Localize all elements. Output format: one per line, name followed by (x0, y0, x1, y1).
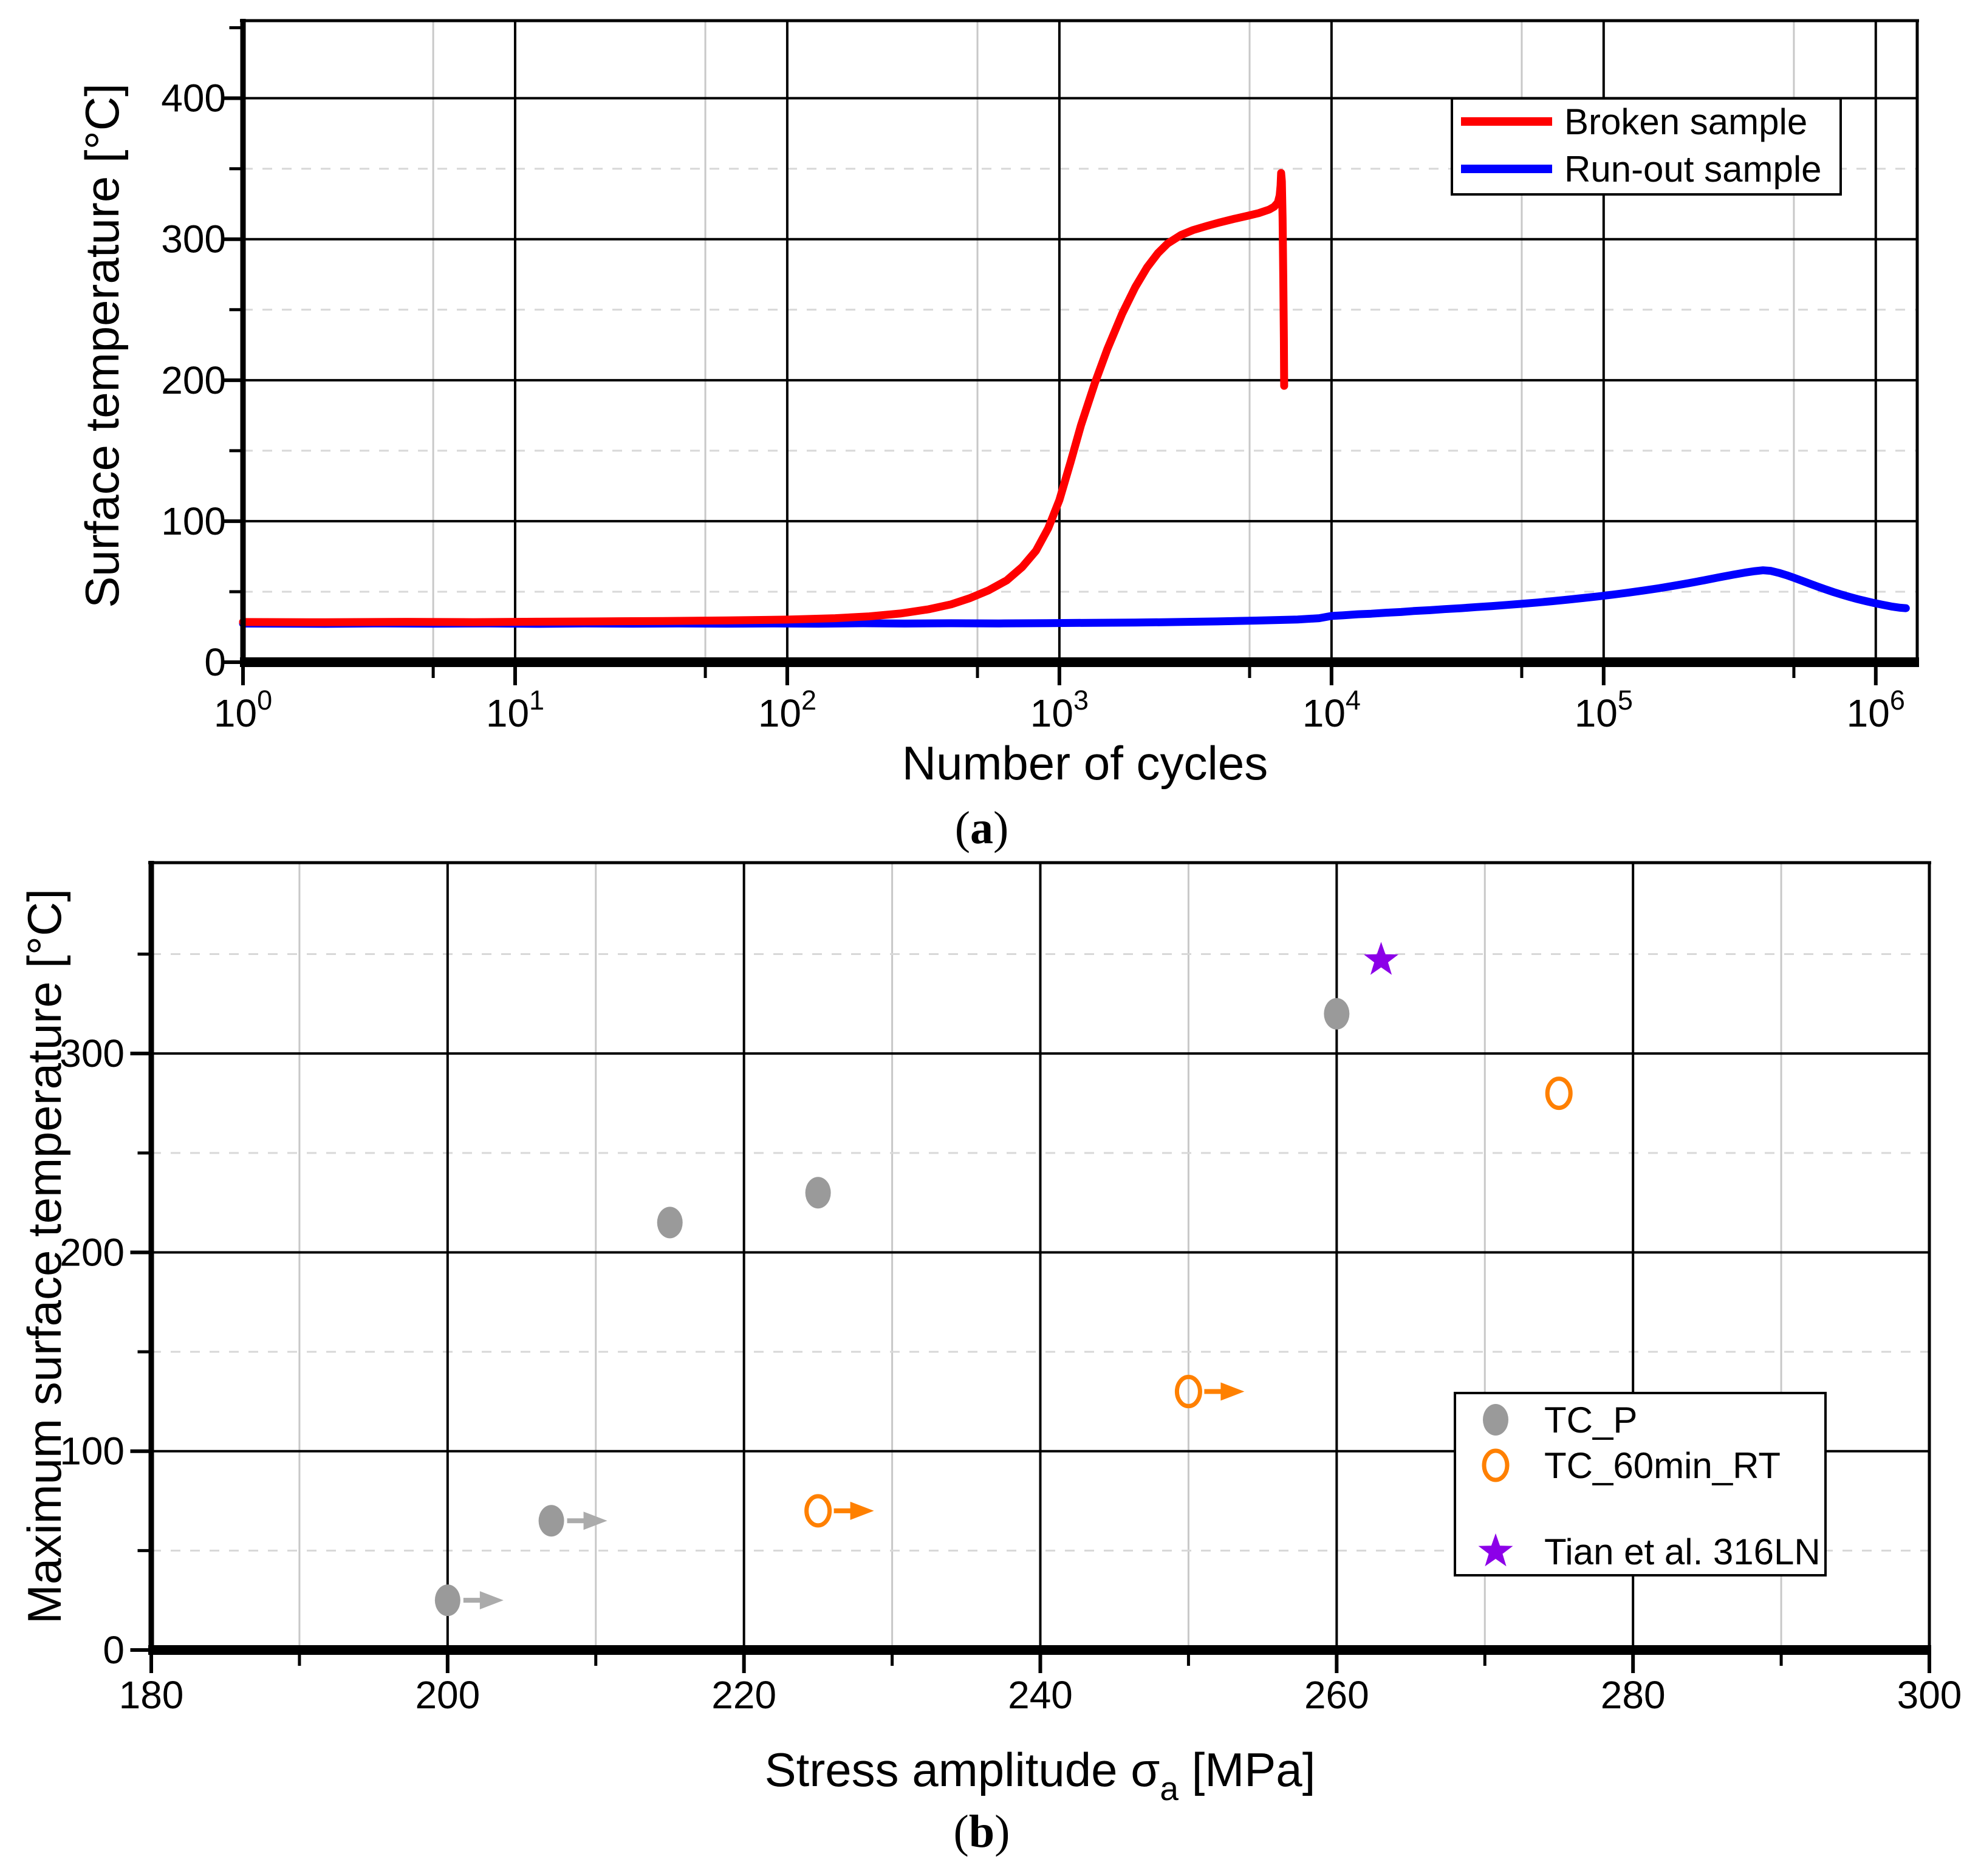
x-tick-label-100: 102 (758, 685, 816, 735)
panel-b-tick-labels: 180 200 220 240 260 280 300 0 100 200 300 (60, 1032, 1962, 1717)
panel-b-axes (148, 861, 1931, 1655)
panel-b-y-axis-label: Maximum surface temperature [°C] (18, 889, 71, 1624)
series-tian-et-al-316ln-points (1364, 942, 1398, 975)
panel-b-series (434, 942, 1573, 1617)
legend-entry-broken-sample: Broken sample (1461, 101, 1807, 142)
x-tick-label-240: 240 (1008, 1673, 1073, 1717)
x-tick-label-220: 220 (711, 1673, 776, 1717)
series-tc-p-point-215mpa-marker (657, 1207, 683, 1239)
x-tick-label-200: 200 (415, 1673, 480, 1717)
legend-entry-tian-et-al-316ln-label: Tian et al. 316LN (1544, 1532, 1821, 1572)
legend-entry-broken-sample-label: Broken sample (1564, 101, 1807, 142)
series-tian-et-al-316ln-point-263mpa-marker (1364, 942, 1398, 975)
y-tick-label-200: 200 (161, 358, 226, 402)
x-tick-label-280: 280 (1601, 1673, 1666, 1717)
series-tc-p-point-207mpa-marker (538, 1505, 564, 1537)
panel-a: Broken sample Run-out sample 100 101 102 103 1… (75, 19, 1919, 854)
panel-a-legend: Broken sample Run-out sample (1451, 97, 1842, 196)
legend-entry-tian-et-al-316ln: Tian et al. 316LN (1478, 1532, 1821, 1572)
panel-b-legend: TC_P TC_60min_RT Tian et al. 316LN (1454, 1392, 1827, 1576)
series-tc-60min-rt-point-250mpa-runout-arrow-head (1220, 1382, 1245, 1401)
panel-a-caption: (a) (955, 803, 1009, 854)
x-tick-label-1000000: 106 (1847, 685, 1905, 735)
series-tc-p-point-260mpa-marker (1324, 998, 1350, 1030)
series-tc-p-point-225mpa-marker (805, 1177, 831, 1209)
series-tc-p-point-200mpa-runout-arrow-head (479, 1591, 504, 1610)
series-run-out-sample-line (239, 566, 1910, 628)
legend-entry-run-out-sample-label: Run-out sample (1564, 149, 1822, 190)
legend-entry-tc-60min-rt: TC_60min_RT (1482, 1445, 1781, 1486)
panel-a-legend-box (1451, 97, 1842, 196)
panel-a-x-axis-label: Number of cycles (902, 736, 1268, 790)
series-tc-60min-rt-point-225mpa-runout-arrow-head (850, 1501, 874, 1520)
x-tick-label-10000: 104 (1302, 685, 1361, 735)
legend-entry-tc-p-label: TC_P (1544, 1400, 1637, 1440)
legend-entry-run-out-sample: Run-out sample (1461, 149, 1822, 190)
series-tc-p-points (434, 998, 1350, 1617)
panel-a-axes (240, 19, 1919, 667)
x-tick-label-260: 260 (1304, 1673, 1369, 1717)
y-tick-label-100: 100 (161, 499, 226, 543)
y-tick-label-200: 200 (60, 1230, 125, 1274)
series-tc-60min-rt-point-250mpa-marker (1174, 1375, 1202, 1409)
x-tick-label-100000: 105 (1575, 685, 1633, 735)
series-tc-p-point-207mpa-runout-arrow-head (583, 1511, 607, 1530)
series-tc-60min-rt-point-225mpa-marker (804, 1494, 832, 1528)
x-tick-label-180: 180 (119, 1673, 184, 1717)
panel-a-series (239, 169, 1910, 628)
series-tc-60min-rt-points (804, 1077, 1573, 1528)
panel-b: TC_P TC_60min_RT Tian et al. 316LN 180 200 22… (18, 861, 1962, 1857)
y-tick-label-300: 300 (161, 217, 226, 261)
legend-entry-tc-60min-rt-marker (1482, 1448, 1510, 1482)
series-tc-60min-rt-point-275mpa-marker (1545, 1077, 1573, 1111)
y-tick-label-300: 300 (60, 1032, 125, 1075)
legend-entry-tc-p-marker (1483, 1404, 1508, 1436)
y-tick-label-0: 0 (103, 1628, 125, 1672)
x-tick-label-10: 101 (486, 685, 544, 735)
panel-b-x-axis-label: Stress amplitude σa [MPa] (765, 1743, 1316, 1807)
x-tick-label-300: 300 (1897, 1673, 1962, 1717)
legend-entry-tian-et-al-316ln-marker (1478, 1533, 1513, 1567)
y-tick-label-100: 100 (60, 1429, 125, 1473)
series-broken-sample-line (239, 169, 1288, 626)
panel-a-y-axis-label: Surface temperature [°C] (75, 83, 129, 608)
y-tick-label-0: 0 (204, 640, 226, 684)
legend-entry-tc-60min-rt-label: TC_60min_RT (1544, 1445, 1781, 1486)
panel-b-caption: (b) (954, 1806, 1010, 1857)
series-tc-p-point-200mpa-marker (434, 1584, 460, 1617)
x-tick-label-1: 100 (214, 685, 272, 735)
legend-entry-tc-p: TC_P (1483, 1400, 1637, 1440)
x-tick-label-1000: 103 (1030, 685, 1089, 735)
y-tick-label-400: 400 (161, 77, 226, 120)
panel-b-legend-box (1454, 1392, 1827, 1576)
panel-b-ticks (130, 953, 1931, 1673)
panel-a-ticks (222, 26, 1878, 685)
